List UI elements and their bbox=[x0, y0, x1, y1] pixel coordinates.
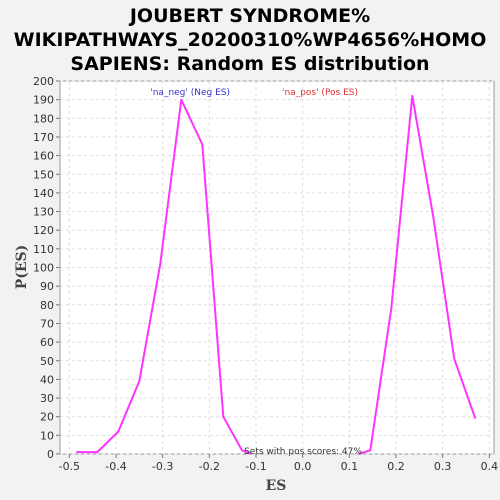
y-tick-label: 60 bbox=[40, 336, 54, 349]
y-tick-label: 0 bbox=[47, 448, 54, 461]
x-tick-label: 0.1 bbox=[341, 460, 359, 473]
y-tick-label: 80 bbox=[40, 299, 54, 312]
y-tick-label: 70 bbox=[40, 317, 54, 330]
x-tick-label: -0.1 bbox=[245, 460, 266, 473]
y-tick-label: 50 bbox=[40, 355, 54, 368]
x-tick-label: 0.4 bbox=[481, 460, 499, 473]
x-axis-label: ES bbox=[266, 478, 287, 494]
x-tick-label: -0.2 bbox=[199, 460, 220, 473]
y-tick-label: 120 bbox=[33, 224, 54, 237]
series-line-1 bbox=[76, 98, 252, 455]
y-tick-label: 170 bbox=[33, 131, 54, 144]
chart-title-line-1: JOUBERT SYNDROME% bbox=[128, 5, 370, 27]
y-tick-label: 150 bbox=[33, 168, 54, 181]
chart-title-line-2: WIKIPATHWAYS_20200310%WP4656%HOMO bbox=[14, 29, 487, 51]
y-tick-label: 190 bbox=[33, 94, 54, 107]
x-tick-label: 0.3 bbox=[434, 460, 452, 473]
legend-entry-neg: 'na_neg' (Neg ES) bbox=[150, 88, 230, 98]
y-tick-label: 140 bbox=[33, 187, 54, 200]
y-tick-label: 130 bbox=[33, 206, 54, 219]
legend-entry-pos: 'na_pos' (Pos ES) bbox=[282, 88, 358, 98]
x-tick-label: -0.5 bbox=[59, 460, 80, 473]
y-tick-label: 160 bbox=[33, 150, 54, 163]
chart-title: JOUBERT SYNDROME% WIKIPATHWAYS_20200310%… bbox=[14, 5, 487, 75]
y-tick-label: 20 bbox=[40, 411, 54, 424]
chart-title-line-3: SAPIENS: Random ES distribution bbox=[70, 53, 429, 75]
y-tick-label: 100 bbox=[33, 262, 54, 275]
y-tick-label: 10 bbox=[40, 429, 54, 442]
x-tick-label: 0.0 bbox=[294, 460, 312, 473]
series-line-2 bbox=[358, 94, 477, 455]
y-tick-label: 110 bbox=[33, 243, 54, 256]
y-tick-label: 90 bbox=[40, 280, 54, 293]
y-tick-label: 40 bbox=[40, 373, 54, 386]
series-group bbox=[76, 94, 477, 455]
y-tick-label: 30 bbox=[40, 392, 54, 405]
y-tick-label: 200 bbox=[33, 75, 54, 88]
x-tick-label: 0.2 bbox=[387, 460, 405, 473]
x-tick-label: -0.4 bbox=[105, 460, 126, 473]
y-tick-label: 180 bbox=[33, 112, 54, 125]
y-axis-label: P(ES) bbox=[14, 245, 30, 290]
x-axis: -0.5 -0.4 -0.3 -0.2 -0.1 0.0 0.1 0.2 0.3 0.4 bbox=[59, 454, 498, 473]
y-axis: 0 10 20 30 40 50 60 70 80 90 100 110 120 130 140 150 160… bbox=[33, 75, 60, 461]
pos-scores-annotation: Sets with pos scores: 47% bbox=[244, 447, 362, 457]
x-tick-label: -0.3 bbox=[152, 460, 173, 473]
